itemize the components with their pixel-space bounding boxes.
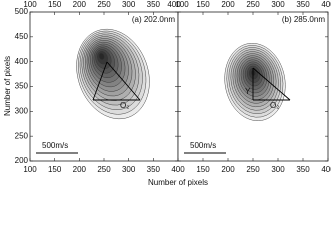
x-tick-label: 200 xyxy=(221,165,235,174)
x-tick-label-top: 350 xyxy=(147,0,161,9)
x-tick-label-top: 150 xyxy=(48,0,62,9)
x-tick-label-top: 250 xyxy=(246,0,260,9)
x-tick-label-top: 300 xyxy=(122,0,136,9)
x-axis-label: Number of pixels xyxy=(148,178,208,187)
y-tick-label: 450 xyxy=(15,32,29,41)
panel-title: (a) 202.0nm xyxy=(132,15,175,24)
x-tick-label: 400 xyxy=(171,165,185,174)
vector-label: O₂ xyxy=(120,101,129,110)
x-tick-label: 150 xyxy=(48,165,62,174)
x-tick-label-top: 400 xyxy=(167,0,181,9)
x-tick-label-top: 100 xyxy=(175,0,189,9)
x-tick-label-top: 200 xyxy=(221,0,235,9)
y-axis-label: Number of pixels xyxy=(3,56,12,116)
vector-arrow xyxy=(92,61,108,101)
vector-arrow xyxy=(106,61,141,101)
contour-ring xyxy=(98,52,105,60)
figure: Number of pixels Number of pixels O₂ 500m… xyxy=(3,0,331,187)
x-tick-label-top: 200 xyxy=(73,0,87,9)
x-tick-label: 250 xyxy=(97,165,111,174)
vector-label: Y xyxy=(245,87,251,96)
y-tick-label: 200 xyxy=(15,156,29,165)
x-tick-label-top: 400 xyxy=(321,0,331,9)
x-tick-label: 400 xyxy=(321,165,331,174)
y-tick-label: 400 xyxy=(15,57,29,66)
x-tick-label: 250 xyxy=(246,165,260,174)
y-tick-label: 500 xyxy=(15,7,29,16)
scale-label: 500m/s xyxy=(42,141,68,150)
x-tick-label: 300 xyxy=(122,165,136,174)
x-tick-label: 200 xyxy=(73,165,87,174)
panel-title: (b) 285.0nm xyxy=(282,15,325,24)
x-tick-label: 150 xyxy=(196,165,210,174)
y-tick-label: 250 xyxy=(15,131,29,140)
y-tick-label: 300 xyxy=(15,106,29,115)
x-tick-label-top: 350 xyxy=(296,0,310,9)
vector-arrow xyxy=(252,67,291,101)
intensity-image xyxy=(224,43,286,121)
x-tick-label-top: 150 xyxy=(196,0,210,9)
vector-label: O₂ xyxy=(270,101,279,110)
scale-label: 500m/s xyxy=(190,141,216,150)
x-tick-label-top: 300 xyxy=(271,0,285,9)
x-tick-label: 300 xyxy=(271,165,285,174)
x-tick-label-top: 100 xyxy=(23,0,37,9)
x-tick-label: 350 xyxy=(296,165,310,174)
x-tick-label-top: 250 xyxy=(97,0,111,9)
x-tick-label: 350 xyxy=(147,165,161,174)
y-tick-label: 350 xyxy=(15,82,29,91)
x-tick-label: 100 xyxy=(23,165,37,174)
